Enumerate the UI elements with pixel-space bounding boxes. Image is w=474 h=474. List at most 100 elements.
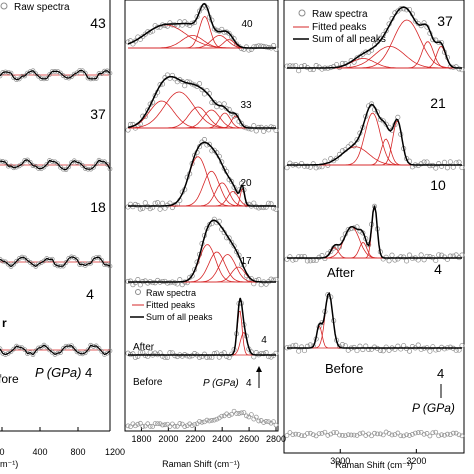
right-raw-point <box>304 258 310 264</box>
middle-sum-curve <box>127 2 276 49</box>
middle-raw-point <box>201 351 208 357</box>
right-after-label: After <box>327 265 355 280</box>
right-before-point <box>340 433 345 438</box>
left-raw-point <box>44 256 50 261</box>
middle-raw-point <box>172 280 178 286</box>
middle-fitted-peak <box>128 182 276 207</box>
left-raw-point <box>71 71 77 77</box>
right-before-label: Before <box>325 361 363 376</box>
right-raw-point <box>453 252 459 258</box>
middle-before-point <box>133 423 138 429</box>
right-raw-point <box>301 348 308 354</box>
middle-raw-point <box>169 72 175 78</box>
middle-raw-point <box>182 83 188 89</box>
right-frame <box>283 0 465 454</box>
middle-before-point <box>172 423 178 429</box>
left-raw-point <box>66 164 72 170</box>
middle-before-point <box>261 420 267 425</box>
middle-before-point <box>204 417 210 423</box>
middle-raw-point <box>150 204 156 210</box>
right-raw-point <box>436 161 442 167</box>
middle-before-point <box>214 416 220 422</box>
middle-raw-point <box>233 249 240 255</box>
right-before-point <box>319 431 325 436</box>
left-raw-point <box>44 162 50 167</box>
middle-raw-point <box>145 107 151 113</box>
middle-before-point <box>150 424 156 429</box>
right-before-point <box>404 432 409 438</box>
right-raw-point <box>284 256 290 262</box>
middle-pressure-label: 20 <box>240 178 252 189</box>
middle-raw-point <box>162 205 168 211</box>
right-raw-point <box>386 258 392 264</box>
right-before-point <box>389 432 395 438</box>
right-raw-point <box>369 101 375 107</box>
middle-raw-point <box>214 220 220 226</box>
middle-before-point <box>182 424 188 429</box>
left-pressure-label: 4 <box>86 286 94 302</box>
right-before-point <box>445 431 450 437</box>
mid-after-label: After <box>133 342 155 353</box>
right-raw-point <box>301 254 308 260</box>
left-raw-point <box>11 346 17 352</box>
right-raw-point <box>310 161 316 167</box>
right-raw-point <box>398 6 404 12</box>
left-x-tick-label: 400 <box>32 447 47 457</box>
left-raw-point <box>8 349 14 354</box>
middle-raw-point <box>206 141 212 147</box>
right-raw-point <box>433 165 439 171</box>
right-sum-curve <box>287 6 462 69</box>
middle-raw-point <box>261 351 267 357</box>
left-raw-point <box>93 161 99 167</box>
middle-raw-point <box>196 81 203 87</box>
middle-raw-point <box>268 124 274 130</box>
right-raw-point <box>328 248 334 254</box>
right-raw-point <box>293 342 299 348</box>
right-fitted-peak <box>287 138 462 166</box>
right-x-tick-label: 3200 <box>406 456 426 466</box>
right-raw-point <box>421 20 427 26</box>
right-before-point <box>450 430 456 436</box>
right-raw-point <box>456 66 462 72</box>
middle-pressure-label: 4 <box>261 335 267 346</box>
middle-before-point <box>263 419 269 424</box>
middle-fitted-peak <box>128 115 276 129</box>
left-legend: Raw spectra <box>0 2 70 13</box>
left-raw-point <box>0 73 3 79</box>
right-before-point <box>407 433 412 438</box>
left-raw-point <box>85 347 91 353</box>
right-raw-point <box>296 348 302 354</box>
left-raw-point <box>52 352 58 357</box>
middle-raw-point <box>155 200 161 206</box>
middle-before-point <box>226 413 232 418</box>
mid-before-label: Before <box>133 377 163 388</box>
middle-before-point <box>241 410 247 415</box>
right-raw-point <box>427 348 433 354</box>
middle-raw-point <box>179 353 185 359</box>
left-panel: 0 400 800 1200 43 37 18 4 Raw spectra r fore P… <box>0 0 125 469</box>
left-raw-point <box>33 264 39 269</box>
right-before-point <box>377 431 383 437</box>
middle-before-point <box>273 422 279 428</box>
right-before-point <box>424 431 430 436</box>
middle-raw-point <box>229 351 235 357</box>
right-fitted-peak <box>287 46 462 69</box>
middle-before-point <box>128 424 133 430</box>
right-raw-point <box>406 348 413 354</box>
right-raw-point <box>418 346 424 352</box>
right-raw-point <box>334 155 340 161</box>
left-raw-point <box>107 70 113 76</box>
right-before-point <box>401 433 407 439</box>
left-sum-curve <box>0 344 111 356</box>
right-before-point <box>436 433 442 439</box>
right-before-point <box>357 431 363 437</box>
right-before-point <box>293 431 299 437</box>
mid-legend-sum-label: Sum of all peaks <box>146 312 213 322</box>
right-raw-point <box>363 49 369 55</box>
middle-raw-point <box>258 351 264 357</box>
left-raw-point <box>96 157 102 163</box>
middle-raw-point <box>204 5 210 11</box>
right-before-point <box>348 432 354 438</box>
left-raw-point <box>41 164 47 170</box>
left-pressure-axis-value: 4 <box>85 365 92 380</box>
